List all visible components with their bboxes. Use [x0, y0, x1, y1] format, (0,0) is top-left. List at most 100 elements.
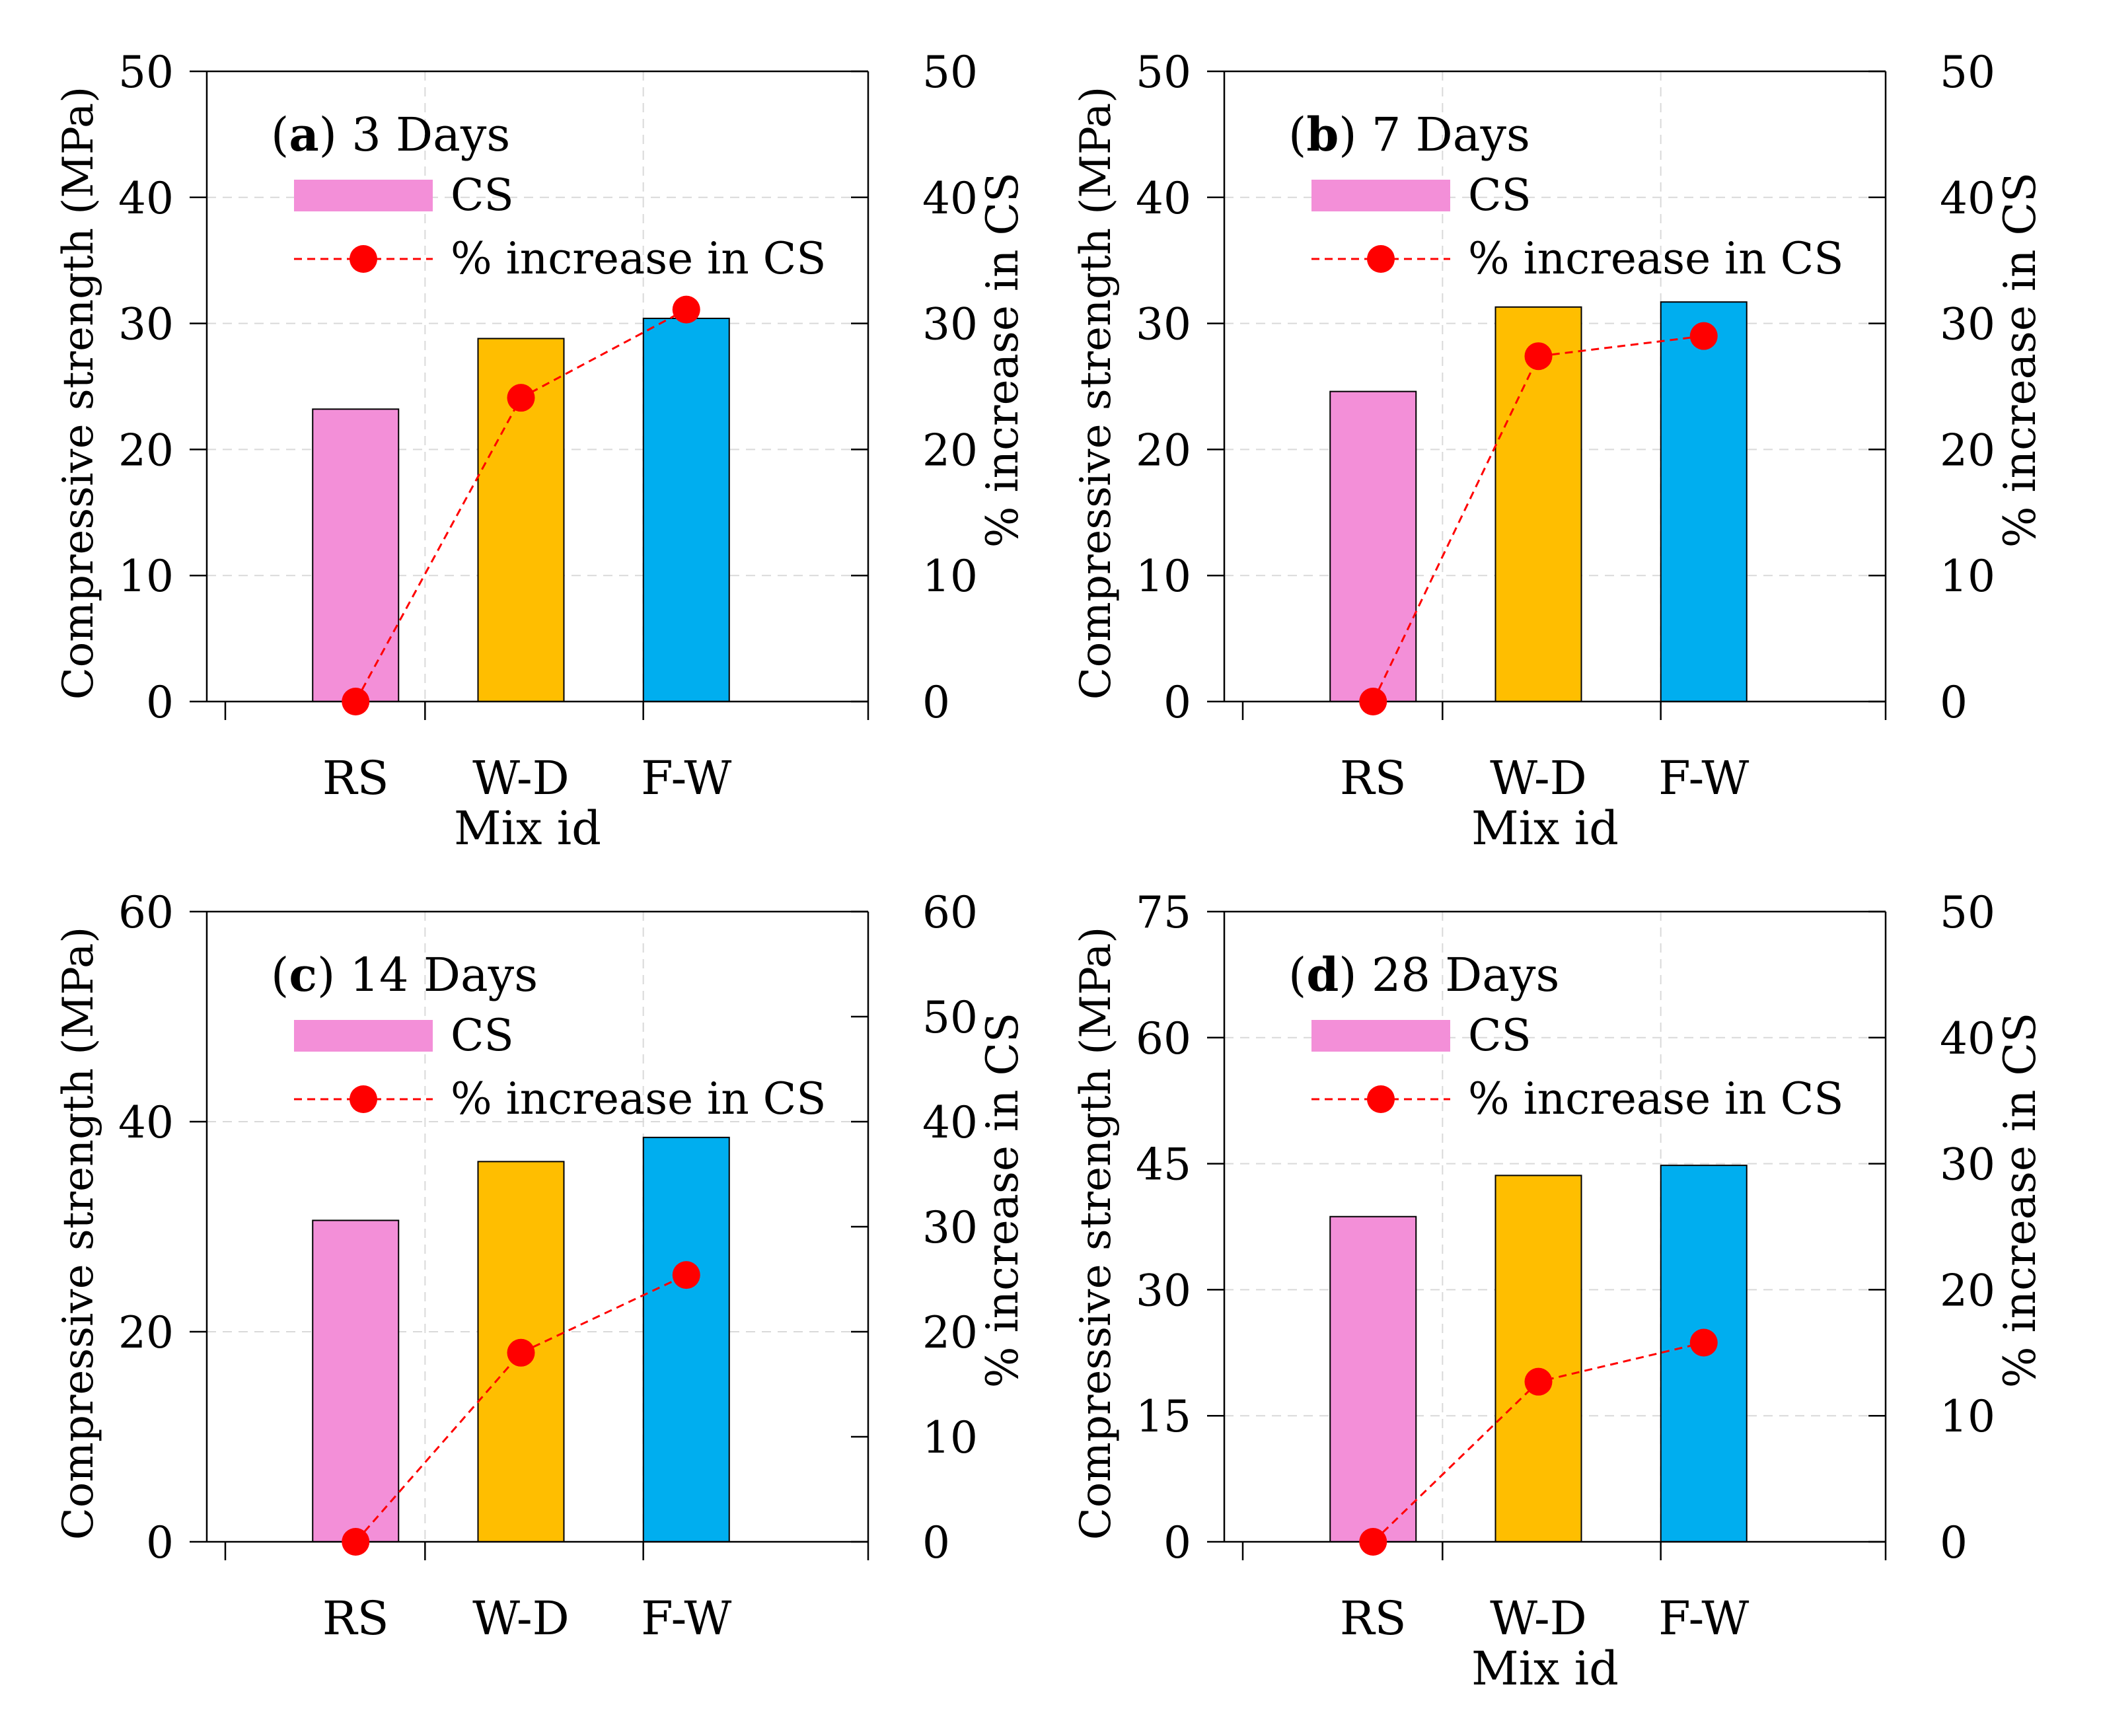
x-tick-label-W-D: W-D	[472, 751, 570, 805]
pct-marker-RS	[1359, 688, 1387, 715]
pct-marker-W-D	[507, 384, 535, 412]
y2-tick-label: 0	[922, 677, 950, 728]
y-axis-title: Compressive strength (MPa)	[54, 87, 103, 700]
bar-RS	[312, 1219, 400, 1543]
y-axis-title: Compressive strength (MPa)	[54, 927, 103, 1540]
y2-tick-label: 10	[1940, 551, 1995, 602]
x-tick-label-W-D: W-D	[1490, 1591, 1587, 1646]
y-tick-label: 0	[146, 677, 174, 728]
y-tick-label: 20	[1136, 425, 1191, 476]
panel-title: (a) 3 Days	[271, 107, 510, 162]
y2-tick-label: 0	[1940, 677, 1968, 728]
x-tick-label-RS: RS	[1340, 751, 1407, 805]
bar-F-W	[642, 1136, 730, 1543]
y-tick-label: 30	[1136, 299, 1191, 350]
x-tick-label-RS: RS	[322, 1591, 389, 1646]
y-tick-label: 50	[1136, 47, 1191, 98]
legend-label-cs: CS	[1468, 1010, 1531, 1061]
legend-label-pct: % increase in CS	[451, 1073, 826, 1124]
y-tick-label: 20	[118, 425, 174, 476]
y-tick-label: 0	[1163, 677, 1191, 728]
legend-swatch-cs	[1311, 1020, 1450, 1052]
pct-marker-RS	[1359, 1528, 1387, 1556]
chart-panel-d: 0 15 30 45 60 75 0 10 20 30 40 50 RS W-D F-W Mix id Comp…	[1072, 887, 2046, 1696]
y-tick-label: 20	[118, 1307, 174, 1358]
panel-title: (c) 14 Days	[271, 947, 538, 1002]
pct-marker-RS	[342, 1528, 370, 1556]
legend-label-cs: CS	[1468, 170, 1531, 221]
legend-swatch-pct-marker	[350, 1085, 377, 1113]
y2-tick-label: 30	[922, 299, 978, 350]
y2-tick-label: 50	[922, 992, 978, 1043]
legend-label-cs: CS	[451, 170, 514, 221]
panel-title: (b) 7 Days	[1288, 107, 1530, 162]
bar-F-W	[642, 317, 730, 702]
legend-label-pct: % increase in CS	[1468, 1073, 1843, 1124]
y-tick-label: 40	[1136, 173, 1191, 224]
y2-tick-label: 20	[922, 1307, 978, 1358]
x-tick-label-F-W: F-W	[1658, 1591, 1749, 1646]
y2-tick-label: 40	[922, 173, 978, 224]
y2-tick-label: 10	[1940, 1391, 1995, 1442]
y-tick-label: 0	[146, 1517, 174, 1568]
y2-tick-label: 0	[922, 1517, 950, 1568]
y2-tick-label: 50	[922, 47, 978, 98]
y-tick-label: 0	[1163, 1517, 1191, 1568]
y2-tick-label: 10	[922, 1412, 978, 1463]
y-tick-label: 10	[1136, 551, 1191, 602]
y2-tick-label: 20	[1940, 425, 1995, 476]
y2-axis-title: % increase in CS	[1995, 1013, 2046, 1388]
x-tick-label-F-W: F-W	[1658, 751, 1749, 805]
panel-title: (d) 28 Days	[1288, 947, 1559, 1002]
x-tick-label-W-D: W-D	[472, 1591, 570, 1646]
legend-label-pct: % increase in CS	[1468, 233, 1843, 284]
legend-swatch-cs	[294, 180, 433, 211]
y-tick-label: 10	[118, 551, 174, 602]
pct-marker-RS	[342, 688, 370, 715]
legend-label-pct: % increase in CS	[451, 233, 826, 284]
y2-tick-label: 30	[1940, 299, 1995, 350]
y-tick-label: 60	[1136, 1013, 1191, 1064]
y2-axis-title: % increase in CS	[977, 172, 1028, 548]
y2-tick-label: 50	[1940, 47, 1995, 98]
x-axis-title: Mix id	[1471, 801, 1619, 855]
y2-tick-label: 50	[1940, 887, 1995, 938]
y-axis-title: Compressive strength (MPa)	[1072, 927, 1121, 1540]
pct-marker-W-D	[507, 1338, 535, 1367]
y-axis-title: Compressive strength (MPa)	[1072, 87, 1121, 700]
pct-marker-F-W	[1689, 322, 1718, 350]
x-tick-label-RS: RS	[1340, 1591, 1407, 1646]
y-tick-label: 60	[118, 887, 174, 938]
legend-label-cs: CS	[451, 1010, 514, 1061]
legend-swatch-pct-marker	[1367, 1085, 1395, 1113]
y2-tick-label: 60	[922, 887, 978, 938]
y2-tick-label: 40	[1940, 1013, 1995, 1064]
y-tick-label: 40	[118, 173, 174, 224]
pct-marker-W-D	[1524, 1367, 1553, 1396]
y2-tick-label: 20	[1940, 1265, 1995, 1316]
y2-tick-label: 30	[1940, 1139, 1995, 1190]
y2-axis-title: % increase in CS	[977, 1013, 1028, 1388]
pct-line	[1372, 335, 1704, 702]
y2-tick-label: 10	[922, 551, 978, 602]
legend-swatch-pct-marker	[1367, 245, 1395, 273]
legend-swatch-pct-marker	[350, 245, 377, 273]
x-tick-label-F-W: F-W	[641, 1591, 731, 1646]
x-axis-title: Mix id	[454, 801, 601, 855]
y-tick-label: 75	[1136, 887, 1191, 938]
x-tick-label-F-W: F-W	[641, 751, 731, 805]
chart-panel-c: 0 20 40 60 0 10 20 30 40 50 60 RS W-D F-W Compressive …	[54, 887, 1028, 1646]
x-tick-label-W-D: W-D	[1490, 751, 1587, 805]
bar-F-W	[1660, 301, 1748, 702]
y2-tick-label: 30	[922, 1202, 978, 1253]
bar-RS	[312, 408, 400, 702]
legend-swatch-cs	[294, 1020, 433, 1052]
bar-RS	[1329, 390, 1417, 703]
y-tick-label: 30	[118, 299, 174, 350]
pct-marker-F-W	[1689, 1328, 1718, 1357]
y-tick-label: 15	[1136, 1391, 1191, 1442]
y2-tick-label: 0	[1940, 1517, 1968, 1568]
y2-tick-label: 40	[1940, 173, 1995, 224]
y2-tick-label: 40	[922, 1097, 978, 1148]
